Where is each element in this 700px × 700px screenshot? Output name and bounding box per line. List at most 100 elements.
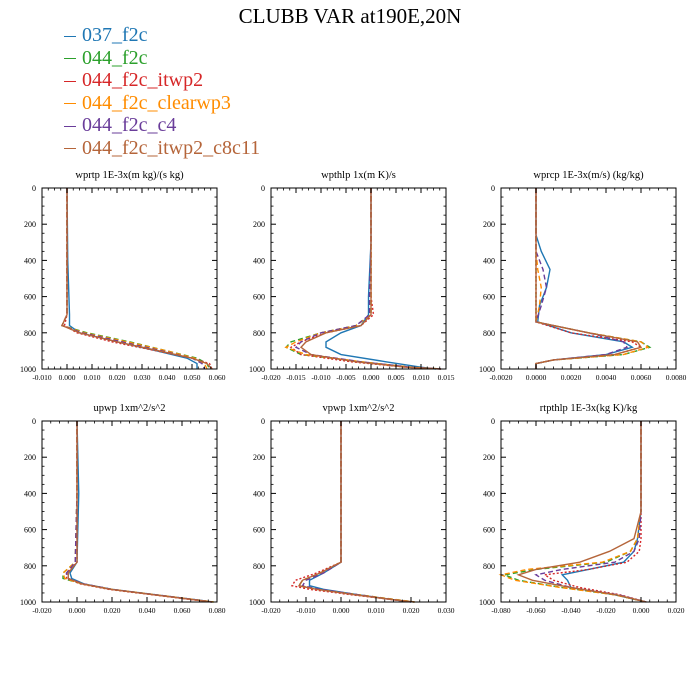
y-tick-label: 400 — [483, 256, 495, 265]
y-tick-label: 0 — [261, 184, 265, 193]
y-tick-label: 0 — [491, 417, 495, 426]
x-tick-label: 0.000 — [633, 606, 650, 615]
x-tick-label: -0.005 — [336, 373, 356, 382]
legend-swatch — [64, 58, 76, 60]
series-line — [542, 421, 647, 603]
y-tick-label: 800 — [24, 329, 36, 338]
x-tick-label: 0.040 — [139, 606, 156, 615]
legend-label: 044_f2c_clearwp3 — [82, 91, 231, 114]
x-tick-label: -0.060 — [526, 606, 546, 615]
x-tick-label: 0.010 — [368, 606, 385, 615]
legend-item: 037_f2c — [64, 24, 260, 47]
x-tick-label: 0.010 — [84, 373, 101, 382]
chart-panel: upwp 1xm^2/s^2 0 200 400 600 800 1000-0.020 0.0… — [20, 403, 226, 615]
legend: 037_f2c 044_f2c 044_f2c_itwp2 044_f2c_cl… — [64, 24, 260, 159]
x-tick-label: -0.015 — [286, 373, 306, 382]
y-tick-label: 600 — [24, 526, 36, 535]
y-tick-label: 1000 — [479, 365, 495, 374]
y-tick-label: 200 — [24, 453, 36, 462]
x-tick-label: 0.015 — [438, 373, 455, 382]
x-tick-label: 0.0060 — [631, 373, 652, 382]
x-tick-label: 0.000 — [333, 606, 350, 615]
series-line — [498, 421, 647, 603]
legend-label: 044_f2c — [82, 46, 148, 69]
series-line — [61, 188, 213, 370]
y-tick-label: 200 — [483, 220, 495, 229]
y-tick-label: 600 — [483, 526, 495, 535]
legend-swatch — [64, 103, 76, 105]
y-tick-label: 800 — [253, 329, 265, 338]
series-line — [284, 188, 442, 370]
chart-panel: vpwp 1xm^2/s^2 0 200 400 600 800 1000-0.020 -0.… — [249, 403, 455, 615]
x-tick-label: -0.040 — [561, 606, 581, 615]
x-tick-label: 0.0020 — [561, 373, 582, 382]
x-tick-label: 0.020 — [109, 373, 126, 382]
y-tick-label: 1000 — [20, 365, 36, 374]
series-line — [535, 188, 643, 369]
x-tick-label: 0.005 — [388, 373, 405, 382]
x-tick-label: -0.010 — [32, 373, 52, 382]
x-tick-label: -0.0020 — [489, 373, 512, 382]
x-tick-label: 0.010 — [413, 373, 430, 382]
y-tick-label: 0 — [261, 417, 265, 426]
chart-title: wprtp 1E-3x(m kg)/(s kg) — [75, 170, 184, 181]
y-tick-label: 400 — [483, 489, 495, 498]
y-tick-label: 800 — [24, 562, 36, 571]
series-line — [65, 421, 212, 603]
y-tick-label: 1000 — [249, 365, 265, 374]
legend-swatch — [64, 80, 76, 82]
x-tick-label: 0.000 — [363, 373, 380, 382]
legend-item: 044_f2c_itwp2 — [64, 69, 260, 92]
y-tick-label: 400 — [24, 256, 36, 265]
series-line — [535, 188, 643, 369]
y-tick-label: 800 — [483, 329, 495, 338]
legend-swatch — [64, 125, 76, 127]
x-tick-label: 0.0000 — [526, 373, 547, 382]
plot-frame — [500, 420, 677, 603]
series-line — [534, 421, 647, 603]
x-tick-label: 0.000 — [59, 373, 76, 382]
x-tick-label: -0.020 — [32, 606, 52, 615]
series-line — [516, 421, 647, 603]
y-tick-label: 200 — [253, 220, 265, 229]
x-tick-label: 0.050 — [184, 373, 201, 382]
y-tick-label: 600 — [253, 293, 265, 302]
y-tick-label: 0 — [491, 184, 495, 193]
x-tick-label: 0.060 — [209, 373, 226, 382]
y-tick-label: 800 — [253, 562, 265, 571]
y-tick-label: 600 — [483, 293, 495, 302]
x-tick-label: 0.0040 — [596, 373, 617, 382]
chart-panel: wprtp 1E-3x(m kg)/(s kg) 0 200 400 600 800 100… — [20, 170, 226, 382]
series-line — [308, 421, 412, 603]
legend-label: 044_f2c_itwp2_c8c11 — [82, 136, 261, 159]
series-line — [297, 421, 415, 603]
series-line — [289, 188, 442, 370]
series-line — [65, 421, 212, 603]
chart-title: vpwp 1xm^2/s^2 — [323, 403, 395, 414]
x-tick-label: 0.030 — [134, 373, 151, 382]
plot-frame — [500, 187, 677, 370]
series-line — [535, 188, 650, 369]
series-line — [325, 188, 437, 370]
legend-item: 044_f2c_c4 — [64, 114, 260, 137]
x-tick-label: -0.010 — [296, 606, 316, 615]
x-tick-label: 0.040 — [159, 373, 176, 382]
series-line — [61, 188, 211, 370]
series-line — [62, 421, 214, 603]
legend-swatch — [64, 35, 76, 37]
series-line — [535, 188, 629, 369]
y-tick-label: 400 — [253, 489, 265, 498]
chart-title: upwp 1xm^2/s^2 — [94, 403, 166, 414]
y-tick-label: 0 — [32, 417, 36, 426]
series-line — [61, 188, 208, 370]
legend-label: 044_f2c_c4 — [82, 114, 177, 136]
figure-title: CLUBB VAR at190E,20N — [238, 4, 462, 28]
y-tick-label: 400 — [253, 256, 265, 265]
x-tick-label: 0.020 — [104, 606, 121, 615]
legend-swatch — [64, 148, 76, 150]
x-tick-label: 0.060 — [174, 606, 191, 615]
series-line — [62, 421, 214, 603]
series-line — [69, 420, 212, 603]
x-tick-label: 0.020 — [403, 606, 420, 615]
